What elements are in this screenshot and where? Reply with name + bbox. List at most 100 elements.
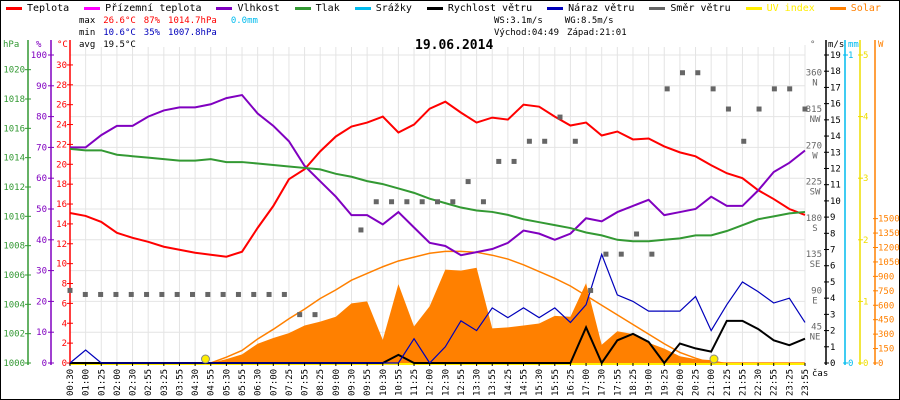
axis-tick-label: 6 (830, 262, 835, 272)
x-tick-label: 20:00 (676, 369, 686, 396)
wind-direction-point (312, 312, 318, 318)
wind-direction-point (358, 227, 364, 233)
legend-item: Teplota (6, 3, 69, 14)
series-line-1 (70, 93, 806, 257)
axis-unit-label: % (36, 40, 42, 50)
series-line-2 (69, 147, 806, 243)
x-tick-label: 01:00 (82, 369, 92, 396)
min-press: 1007.8hPa (168, 28, 217, 38)
axis-tick-label: 4 (863, 113, 868, 123)
x-tick-label: 03:55 (175, 369, 185, 396)
legend-item: Rychlost větru (426, 3, 532, 14)
axis-tick-label: 14 (56, 220, 67, 230)
axis-tick-label: 1000 (3, 359, 25, 369)
max-hum: 87% (143, 16, 161, 26)
series-line-0 (69, 100, 806, 258)
axis-tick-label: 12 (830, 164, 841, 174)
stats-sun: Východ:04:49 Západ:21:01 (494, 28, 635, 38)
axis-tick-label: 2 (830, 327, 835, 337)
series-line-4 (69, 252, 806, 364)
axis-tick-label: 20 (36, 297, 47, 307)
min-temp: 10.6°C (103, 28, 136, 38)
dir-tick-label: 270 (806, 141, 822, 151)
wind-direction-point (802, 106, 808, 112)
x-tick-label: 02:30 (129, 369, 139, 396)
wg-value: WG:8.5m/s (564, 16, 614, 26)
wind-direction-point (235, 291, 241, 297)
x-tick-label: 23:25 (785, 369, 795, 396)
axis-tick-label: 1350 (878, 229, 900, 239)
x-tick-label: 23:55 (801, 369, 811, 396)
axis-tick-label: 16 (830, 100, 841, 110)
stats-avg: avg 19.5°C (79, 40, 144, 50)
axis-tick-label: 22 (56, 140, 67, 150)
wind-direction-point (128, 291, 134, 297)
wind-direction-point (251, 291, 257, 297)
axis-tick-label: 14 (830, 132, 841, 142)
x-tick-label: 19:00 (645, 369, 655, 396)
dir-name-label: W (812, 151, 818, 161)
legend-label: Solar (850, 3, 881, 14)
x-tick-label: 20:25 (692, 369, 702, 396)
wind-direction-point (174, 291, 180, 297)
avg-label: avg (79, 40, 96, 50)
axis-tick-label: 19 (830, 51, 841, 61)
axis-tick-label: 1012 (3, 183, 25, 193)
x-tick-label: 07:25 (285, 369, 295, 396)
x-tick-label: 01:25 (97, 369, 107, 396)
axis-tick-label: 0 (62, 359, 67, 369)
axis-tick-label: 12 (56, 240, 67, 250)
wind-direction-point (159, 291, 165, 297)
wind-direction-point (741, 138, 747, 144)
dir-tick-label: 45 (811, 323, 822, 333)
x-tick-label: 05:30 (222, 369, 232, 396)
legend-label: Teplota (27, 3, 70, 14)
axis-tick-label: 1 (830, 343, 835, 353)
axis-tick-label: 3 (863, 174, 868, 184)
dir-tick-label: 225 (806, 178, 822, 188)
x-tick-label: 13:30 (473, 369, 483, 396)
wind-direction-point (787, 86, 793, 92)
x-tick-label: 00:30 (66, 369, 76, 396)
axis-tick-label: 24 (56, 121, 67, 131)
legend-label: Směr větru (670, 3, 731, 14)
x-tick-label: 22:55 (770, 369, 780, 396)
x-tick-label: 08:25 (316, 369, 326, 396)
x-tick-label: 21:00 (707, 369, 717, 396)
axis-tick-label: 0 (848, 359, 853, 369)
legend-label: Tlak (315, 3, 340, 14)
axis-unit-label: °C (57, 40, 68, 50)
dir-name-label: SW (810, 188, 821, 198)
axis-tick-label: 90 (36, 82, 47, 92)
x-tick-label: 04:30 (191, 369, 201, 396)
axis-tick-label: 5 (863, 51, 868, 61)
axis-tick-label: 40 (36, 236, 47, 246)
legend-swatch (745, 7, 762, 10)
axis-tick-label: 8 (62, 280, 67, 290)
axis-tick-label: 0 (878, 359, 883, 369)
axis-tick-label: 1010 (3, 212, 25, 222)
wind-direction-point (82, 291, 88, 297)
axis-tick-label: 26 (56, 101, 67, 111)
x-tick-label: 02:00 (113, 369, 123, 396)
max-rain: 0.0mm (230, 16, 258, 26)
chart-title: 19.06.2014 (415, 38, 494, 53)
axis-tick-label: 15 (830, 116, 841, 126)
x-tick-label: 16:25 (566, 369, 576, 396)
dir-name-label: SE (810, 260, 821, 270)
axis-tick-label: 1500 (878, 215, 900, 225)
axis-tick-label: 18 (56, 180, 67, 190)
max-press: 1014.7hPa (168, 16, 217, 26)
avg-temp: 19.5°C (103, 40, 136, 50)
wind-direction-point (281, 291, 287, 297)
wind-direction-point (725, 106, 731, 112)
sunset-marker (709, 354, 719, 364)
axis-unit-label: ° (810, 40, 815, 50)
axis-tick-label: 80 (36, 113, 47, 123)
axis-tick-label: 600 (878, 301, 894, 311)
axis-tick-label: 30 (56, 61, 67, 71)
axis-tick-label: 70 (36, 143, 47, 153)
wind-direction-point (450, 199, 456, 205)
x-tick-label: 15:30 (535, 369, 545, 396)
legend-swatch (649, 7, 666, 10)
